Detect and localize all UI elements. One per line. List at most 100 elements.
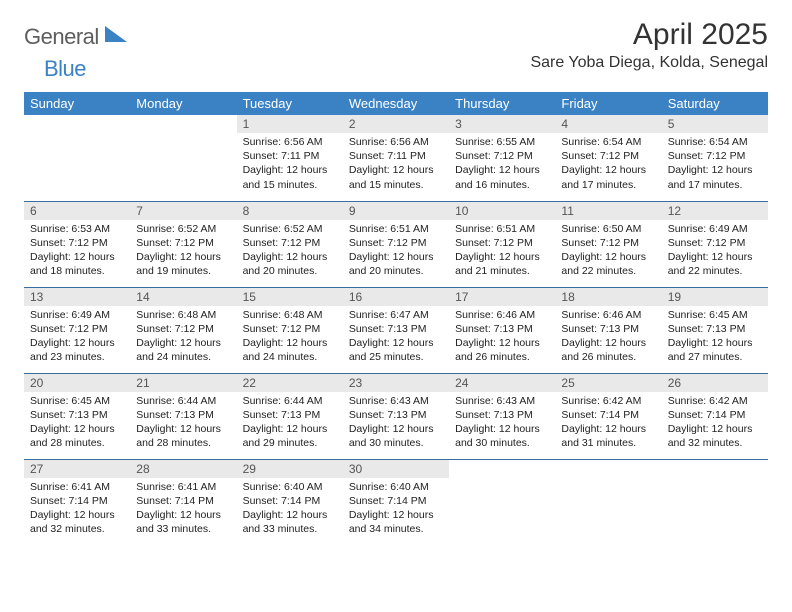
day-details: Sunrise: 6:40 AMSunset: 7:14 PMDaylight:… [237, 478, 343, 541]
brand-triangle-icon [105, 26, 127, 47]
daylight-line: Daylight: 12 hours and 32 minutes. [668, 422, 762, 450]
brand-text-general: General [24, 24, 99, 50]
sunset-line: Sunset: 7:13 PM [455, 322, 549, 336]
sunrise-line: Sunrise: 6:54 AM [561, 135, 655, 149]
day-number: 25 [555, 374, 661, 392]
calendar-day-cell: 26Sunrise: 6:42 AMSunset: 7:14 PMDayligh… [662, 373, 768, 459]
day-number: 11 [555, 202, 661, 220]
calendar-week-row: 6Sunrise: 6:53 AMSunset: 7:12 PMDaylight… [24, 201, 768, 287]
sunrise-line: Sunrise: 6:45 AM [30, 394, 124, 408]
sunrise-line: Sunrise: 6:47 AM [349, 308, 443, 322]
col-friday: Friday [555, 92, 661, 115]
calendar-day-cell: 11 Sunrise: 6:50 AMSunset: 7:12 PMDayligh… [555, 201, 661, 287]
sunrise-line: Sunrise: 6:53 AM [30, 222, 124, 236]
sunset-line: Sunset: 7:12 PM [243, 322, 337, 336]
sunset-line: Sunset: 7:14 PM [668, 408, 762, 422]
sunset-line: Sunset: 7:12 PM [668, 236, 762, 250]
sunset-line: Sunset: 7:13 PM [668, 322, 762, 336]
calendar-day-cell: 8Sunrise: 6:52 AMSunset: 7:12 PMDaylight… [237, 201, 343, 287]
sunset-line: Sunset: 7:12 PM [243, 236, 337, 250]
day-details: Sunrise: 6:44 AMSunset: 7:13 PMDaylight:… [130, 392, 236, 455]
sunset-line: Sunset: 7:13 PM [349, 408, 443, 422]
day-number: 18 [555, 288, 661, 306]
sunrise-line: Sunrise: 6:50 AM [561, 222, 655, 236]
day-number: 26 [662, 374, 768, 392]
sunrise-line: Sunrise: 6:46 AM [561, 308, 655, 322]
day-details: Sunrise: 6:55 AMSunset: 7:12 PMDaylight:… [449, 133, 555, 196]
day-number: 15 [237, 288, 343, 306]
day-details: Sunrise: 6:42 AMSunset: 7:14 PMDaylight:… [662, 392, 768, 455]
calendar-day-cell: 2Sunrise: 6:56 AMSunset: 7:11 PMDaylight… [343, 115, 449, 201]
day-details: Sunrise: 6:45 AMSunset: 7:13 PMDaylight:… [24, 392, 130, 455]
sunrise-line: Sunrise: 6:51 AM [455, 222, 549, 236]
brand-text-blue: Blue [24, 56, 86, 81]
sunrise-line: Sunrise: 6:43 AM [455, 394, 549, 408]
daylight-line: Daylight: 12 hours and 29 minutes. [243, 422, 337, 450]
calendar-day-cell: 29Sunrise: 6:40 AMSunset: 7:14 PMDayligh… [237, 459, 343, 545]
day-details: Sunrise: 6:43 AMSunset: 7:13 PMDaylight:… [343, 392, 449, 455]
calendar-day-cell: 9Sunrise: 6:51 AMSunset: 7:12 PMDaylight… [343, 201, 449, 287]
daylight-line: Daylight: 12 hours and 32 minutes. [30, 508, 124, 536]
day-number: 7 [130, 202, 236, 220]
calendar-day-cell: 13Sunrise: 6:49 AMSunset: 7:12 PMDayligh… [24, 287, 130, 373]
col-thursday: Thursday [449, 92, 555, 115]
col-monday: Monday [130, 92, 236, 115]
sunset-line: Sunset: 7:12 PM [136, 322, 230, 336]
daylight-line: Daylight: 12 hours and 18 minutes. [30, 250, 124, 278]
day-details: Sunrise: 6:47 AMSunset: 7:13 PMDaylight:… [343, 306, 449, 369]
sunrise-line: Sunrise: 6:52 AM [136, 222, 230, 236]
calendar-day-cell: 15 Sunrise: 6:48 AMSunset: 7:12 PMDayligh… [237, 287, 343, 373]
day-details: Sunrise: 6:54 AMSunset: 7:12 PMDaylight:… [555, 133, 661, 196]
sunrise-line: Sunrise: 6:48 AM [136, 308, 230, 322]
calendar-day-cell: 12Sunrise: 6:49 AMSunset: 7:12 PMDayligh… [662, 201, 768, 287]
day-number: 2 [343, 115, 449, 133]
calendar-day-cell: 10Sunrise: 6:51 AMSunset: 7:12 PMDayligh… [449, 201, 555, 287]
day-number: 9 [343, 202, 449, 220]
daylight-line: Daylight: 12 hours and 20 minutes. [243, 250, 337, 278]
sunset-line: Sunset: 7:12 PM [455, 236, 549, 250]
day-details: Sunrise: 6:49 AMSunset: 7:12 PMDaylight:… [662, 220, 768, 283]
daylight-line: Daylight: 12 hours and 19 minutes. [136, 250, 230, 278]
day-details: Sunrise: 6:41 AMSunset: 7:14 PMDaylight:… [130, 478, 236, 541]
day-details: Sunrise: 6:56 AMSunset: 7:11 PMDaylight:… [237, 133, 343, 196]
calendar-header-row: Sunday Monday Tuesday Wednesday Thursday… [24, 92, 768, 115]
sunset-line: Sunset: 7:13 PM [136, 408, 230, 422]
sunrise-line: Sunrise: 6:51 AM [349, 222, 443, 236]
daylight-line: Daylight: 12 hours and 24 minutes. [243, 336, 337, 364]
daylight-line: Daylight: 12 hours and 30 minutes. [455, 422, 549, 450]
sunset-line: Sunset: 7:14 PM [30, 494, 124, 508]
calendar-day-cell: .. [24, 115, 130, 201]
sunset-line: Sunset: 7:12 PM [561, 236, 655, 250]
day-details: Sunrise: 6:46 AMSunset: 7:13 PMDaylight:… [449, 306, 555, 369]
sunrise-line: Sunrise: 6:48 AM [243, 308, 337, 322]
day-number: 27 [24, 460, 130, 478]
day-details: Sunrise: 6:44 AMSunset: 7:13 PMDaylight:… [237, 392, 343, 455]
day-number: 16 [343, 288, 449, 306]
calendar-day-cell: 14Sunrise: 6:48 AMSunset: 7:12 PMDayligh… [130, 287, 236, 373]
calendar-day-cell: 25Sunrise: 6:42 AMSunset: 7:14 PMDayligh… [555, 373, 661, 459]
sunset-line: Sunset: 7:13 PM [243, 408, 337, 422]
sunset-line: Sunset: 7:12 PM [136, 236, 230, 250]
daylight-line: Daylight: 12 hours and 33 minutes. [243, 508, 337, 536]
day-details: Sunrise: 6:41 AMSunset: 7:14 PMDaylight:… [24, 478, 130, 541]
sunrise-line: Sunrise: 6:49 AM [30, 308, 124, 322]
sunrise-line: Sunrise: 6:43 AM [349, 394, 443, 408]
sunset-line: Sunset: 7:12 PM [455, 149, 549, 163]
calendar-day-cell: 6Sunrise: 6:53 AMSunset: 7:12 PMDaylight… [24, 201, 130, 287]
daylight-line: Daylight: 12 hours and 27 minutes. [668, 336, 762, 364]
calendar-day-cell: 20Sunrise: 6:45 AMSunset: 7:13 PMDayligh… [24, 373, 130, 459]
sunrise-line: Sunrise: 6:41 AM [30, 480, 124, 494]
calendar-day-cell: 24Sunrise: 6:43 AMSunset: 7:13 PMDayligh… [449, 373, 555, 459]
calendar-week-row: ....1Sunrise: 6:56 AMSunset: 7:11 PMDayl… [24, 115, 768, 201]
sunrise-line: Sunrise: 6:56 AM [349, 135, 443, 149]
daylight-line: Daylight: 12 hours and 21 minutes. [455, 250, 549, 278]
day-number: 17 [449, 288, 555, 306]
calendar-day-cell: .. [662, 459, 768, 545]
sunrise-line: Sunrise: 6:42 AM [561, 394, 655, 408]
sunset-line: Sunset: 7:14 PM [136, 494, 230, 508]
daylight-line: Daylight: 12 hours and 22 minutes. [561, 250, 655, 278]
calendar-day-cell: 16Sunrise: 6:47 AMSunset: 7:13 PMDayligh… [343, 287, 449, 373]
calendar-day-cell: 21Sunrise: 6:44 AMSunset: 7:13 PMDayligh… [130, 373, 236, 459]
calendar-week-row: 20Sunrise: 6:45 AMSunset: 7:13 PMDayligh… [24, 373, 768, 459]
sunset-line: Sunset: 7:11 PM [349, 149, 443, 163]
